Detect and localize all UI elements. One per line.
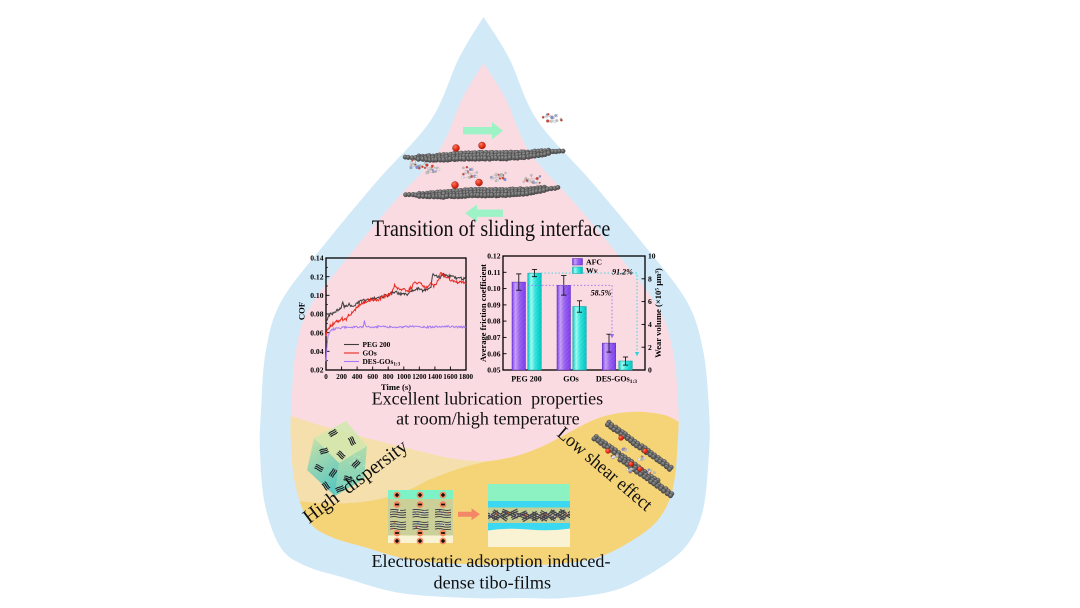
svg-text:0.10: 0.10 <box>487 284 500 293</box>
svg-text:DES-GOs1:3: DES-GOs1:3 <box>363 357 401 368</box>
svg-text:Wear volume (×105 μm3): Wear volume (×105 μm3) <box>653 268 663 358</box>
svg-text:6: 6 <box>648 297 652 306</box>
svg-text:58.5%: 58.5% <box>591 289 612 298</box>
svg-text:dense tibo-films: dense tibo-films <box>434 572 552 592</box>
svg-text:0.12: 0.12 <box>310 272 323 281</box>
svg-text:AFC: AFC <box>586 258 602 267</box>
svg-text:0.09: 0.09 <box>487 301 500 310</box>
svg-text:0: 0 <box>324 373 328 381</box>
svg-text:0.07: 0.07 <box>487 333 500 342</box>
svg-text:0.10: 0.10 <box>310 291 323 300</box>
svg-text:Wv: Wv <box>586 266 598 275</box>
svg-text:COF: COF <box>297 302 307 320</box>
svg-text:0.14: 0.14 <box>310 254 323 263</box>
svg-text:0.11: 0.11 <box>488 268 501 277</box>
svg-text:1000: 1000 <box>397 373 412 381</box>
svg-text:Electrostatic adsorption induc: Electrostatic adsorption induced- <box>372 551 611 571</box>
svg-text:1600: 1600 <box>443 373 458 381</box>
svg-text:Average friction coefficient: Average friction coefficient <box>478 264 488 362</box>
svg-text:200: 200 <box>336 373 347 381</box>
svg-text:600: 600 <box>367 373 378 381</box>
svg-text:1800: 1800 <box>459 373 474 381</box>
svg-text:DES-GOs1:3: DES-GOs1:3 <box>596 375 637 386</box>
svg-text:0.06: 0.06 <box>310 328 323 337</box>
svg-text:0: 0 <box>648 366 652 375</box>
svg-text:91.2%: 91.2% <box>612 267 633 276</box>
svg-text:0.08: 0.08 <box>487 317 500 326</box>
svg-text:Transition of sliding interfac: Transition of sliding interface <box>372 216 611 242</box>
svg-text:800: 800 <box>383 373 394 381</box>
svg-text:Excellent lubrication propert: Excellent lubrication properties <box>372 388 604 408</box>
svg-text:2: 2 <box>648 343 652 352</box>
svg-text:at room/high temperature: at room/high temperature <box>396 409 580 429</box>
svg-text:1400: 1400 <box>428 373 443 381</box>
svg-text:PEG 200: PEG 200 <box>511 375 541 384</box>
svg-text:Time (s): Time (s) <box>381 382 411 392</box>
svg-text:0.04: 0.04 <box>310 347 323 356</box>
svg-text:0.06: 0.06 <box>487 349 500 358</box>
svg-text:GOs: GOs <box>363 349 377 358</box>
svg-text:4: 4 <box>648 320 652 329</box>
svg-text:8: 8 <box>648 274 652 283</box>
svg-text:10: 10 <box>648 252 656 261</box>
svg-text:GOs: GOs <box>563 375 579 384</box>
svg-text:0.02: 0.02 <box>310 366 323 375</box>
svg-text:0.08: 0.08 <box>310 310 323 319</box>
svg-text:0.12: 0.12 <box>487 252 500 261</box>
svg-text:PEG 200: PEG 200 <box>363 340 391 349</box>
svg-text:400: 400 <box>352 373 363 381</box>
svg-text:0.05: 0.05 <box>487 366 500 375</box>
svg-text:1200: 1200 <box>412 373 427 381</box>
